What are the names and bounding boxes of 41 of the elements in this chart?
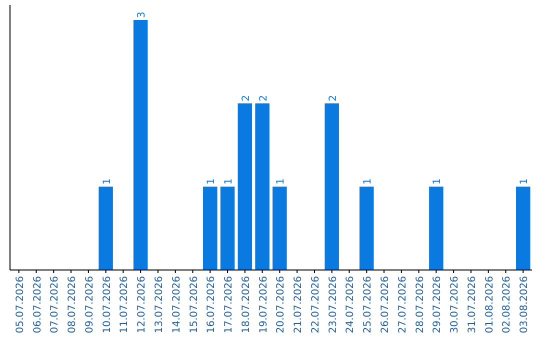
data-label: 1 — [206, 178, 218, 185]
x-tick-label: 01.08.2026 — [484, 276, 496, 334]
x-tick-label: 21.07.2026 — [293, 276, 304, 334]
x-tick-label: 14.07.2026 — [171, 276, 182, 334]
x-tick-label: 25.07.2026 — [362, 276, 374, 334]
data-label: 1 — [362, 178, 374, 185]
x-tick-label: 16.07.2026 — [206, 276, 218, 334]
x-tick-label: 31.07.2026 — [466, 276, 478, 334]
data-label: 1 — [276, 178, 287, 185]
data-label: 2 — [258, 94, 270, 102]
x-tick-label: 06.07.2026 — [32, 276, 44, 334]
x-tick-label: 29.07.2026 — [432, 276, 444, 334]
x-tick-label: 03.08.2026 — [519, 276, 530, 334]
x-tick-label: 30.07.2026 — [450, 276, 461, 334]
x-tick-label: 20.07.2026 — [276, 276, 287, 334]
x-tick-label: 26.07.2026 — [380, 276, 392, 334]
x-tick-label: 17.07.2026 — [224, 276, 235, 334]
x-tick-label: 27.07.2026 — [397, 276, 408, 334]
x-tick-label: 13.07.2026 — [154, 276, 165, 334]
x-tick-label: 15.07.2026 — [188, 276, 200, 334]
data-label: 2 — [328, 94, 339, 102]
x-tick-label: 23.07.2026 — [328, 276, 339, 334]
x-tick-label: 10.07.2026 — [102, 276, 113, 334]
data-label: 1 — [224, 178, 235, 185]
x-tick-label: 08.07.2026 — [67, 276, 78, 334]
x-tick-label: 22.07.2026 — [310, 276, 322, 334]
x-tick-label: 12.07.2026 — [136, 276, 148, 334]
data-label: 1 — [432, 178, 444, 185]
x-tick-label: 11.07.2026 — [119, 276, 130, 334]
data-label: 1 — [102, 178, 113, 185]
x-tick-label: 09.07.2026 — [84, 276, 96, 334]
data-label: 3 — [136, 12, 148, 18]
data-label: 1 — [519, 178, 530, 185]
data-label: 2 — [240, 94, 252, 102]
x-tick-label: 02.08.2026 — [502, 276, 513, 334]
x-tick-label: 19.07.2026 — [258, 276, 270, 334]
x-tick-label: 05.07.2026 — [14, 276, 26, 334]
x-tick-label: 24.07.2026 — [345, 276, 356, 334]
x-tick-label: 07.07.2026 — [50, 276, 61, 334]
x-tick-label: 28.07.2026 — [414, 276, 426, 334]
x-tick-label: 18.07.2026 — [240, 276, 252, 334]
